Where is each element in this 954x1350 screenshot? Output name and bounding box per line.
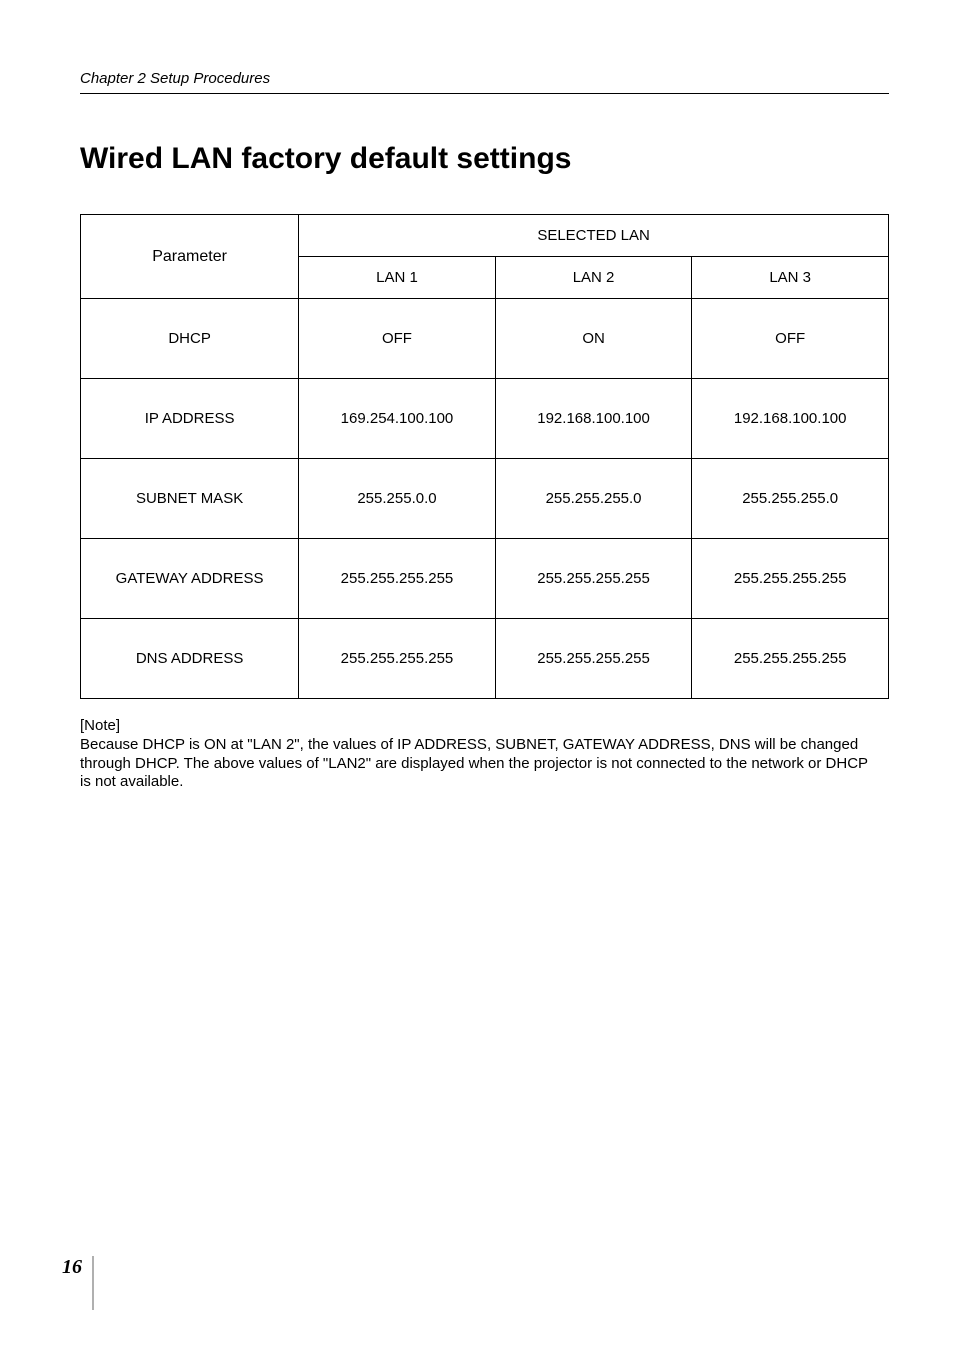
- settings-table: Parameter SELECTED LAN LAN 1 LAN 2 LAN 3…: [80, 214, 889, 699]
- table-row: GATEWAY ADDRESS 255.255.255.255 255.255.…: [81, 539, 889, 619]
- value-cell: 192.168.100.100: [495, 379, 692, 459]
- table-row: DNS ADDRESS 255.255.255.255 255.255.255.…: [81, 619, 889, 699]
- value-cell: ON: [495, 299, 692, 379]
- value-cell: 192.168.100.100: [692, 379, 889, 459]
- value-cell: OFF: [299, 299, 496, 379]
- parameter-header: Parameter: [81, 215, 299, 299]
- value-cell: OFF: [692, 299, 889, 379]
- param-cell: SUBNET MASK: [81, 459, 299, 539]
- lan1-header: LAN 1: [299, 257, 496, 299]
- param-cell: DHCP: [81, 299, 299, 379]
- lan3-header: LAN 3: [692, 257, 889, 299]
- table-header-row: Parameter SELECTED LAN: [81, 215, 889, 257]
- value-cell: 255.255.255.255: [299, 619, 496, 699]
- note-label: [Note]: [80, 717, 881, 736]
- value-cell: 255.255.255.255: [495, 619, 692, 699]
- table-row: DHCP OFF ON OFF: [81, 299, 889, 379]
- page-number: 16: [62, 1256, 94, 1310]
- value-cell: 169.254.100.100: [299, 379, 496, 459]
- param-cell: GATEWAY ADDRESS: [81, 539, 299, 619]
- value-cell: 255.255.0.0: [299, 459, 496, 539]
- table-row: IP ADDRESS 169.254.100.100 192.168.100.1…: [81, 379, 889, 459]
- chapter-header: Chapter 2 Setup Procedures: [80, 70, 889, 94]
- value-cell: 255.255.255.0: [692, 459, 889, 539]
- param-cell: IP ADDRESS: [81, 379, 299, 459]
- value-cell: 255.255.255.0: [495, 459, 692, 539]
- value-cell: 255.255.255.255: [692, 619, 889, 699]
- note-block: [Note] Because DHCP is ON at "LAN 2", th…: [80, 717, 889, 792]
- value-cell: 255.255.255.255: [495, 539, 692, 619]
- value-cell: 255.255.255.255: [692, 539, 889, 619]
- param-cell: DNS ADDRESS: [81, 619, 299, 699]
- note-body: Because DHCP is ON at "LAN 2", the value…: [80, 736, 881, 792]
- value-cell: 255.255.255.255: [299, 539, 496, 619]
- selected-lan-header: SELECTED LAN: [299, 215, 889, 257]
- section-title: Wired LAN factory default settings: [80, 142, 889, 176]
- lan2-header: LAN 2: [495, 257, 692, 299]
- table-row: SUBNET MASK 255.255.0.0 255.255.255.0 25…: [81, 459, 889, 539]
